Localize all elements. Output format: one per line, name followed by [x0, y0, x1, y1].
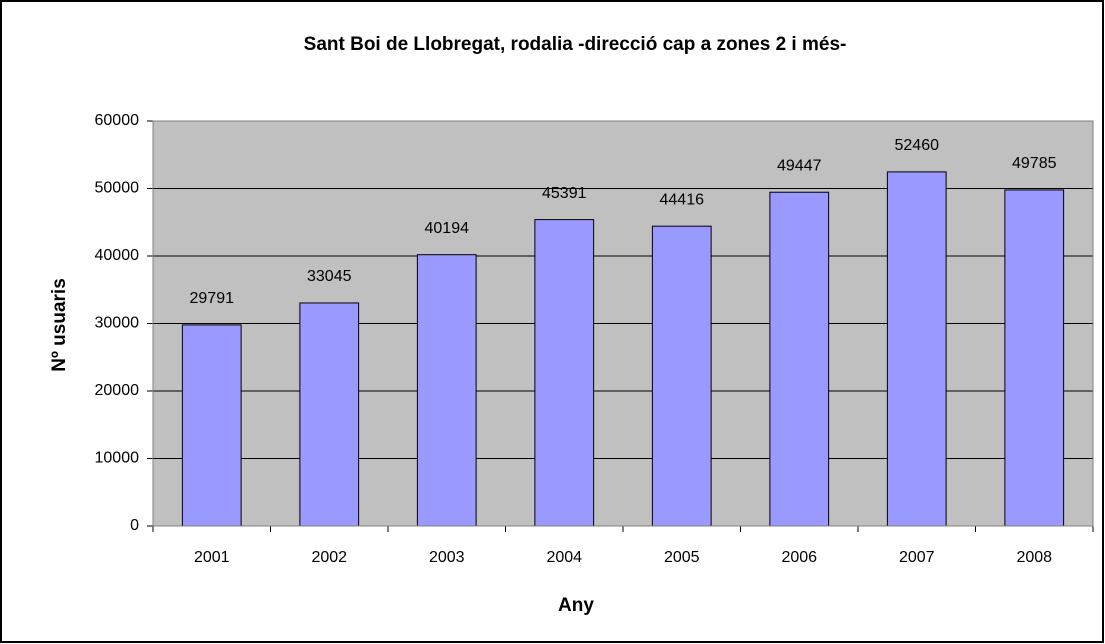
x-tick-label: 2004: [546, 549, 582, 566]
x-tick-label: 2008: [1016, 549, 1052, 566]
x-tick-label: 2001: [194, 549, 230, 566]
data-label: 49447: [777, 157, 822, 174]
y-tick-label: 40000: [95, 247, 140, 264]
bar: [651, 225, 712, 527]
y-tick-label: 10000: [95, 450, 140, 467]
y-tick-label: 50000: [95, 180, 140, 197]
data-label: 52460: [895, 137, 940, 154]
x-tick-label: 2005: [664, 549, 700, 566]
bar: [769, 191, 830, 527]
bar: [416, 254, 477, 527]
bar: [1004, 189, 1065, 527]
data-label: 40194: [425, 220, 470, 237]
x-tick-label: 2003: [429, 549, 465, 566]
plot-border: [152, 120, 1094, 527]
x-tick-label: 2002: [311, 549, 347, 566]
y-tick-label: 20000: [95, 382, 140, 399]
data-label: 29791: [190, 290, 235, 307]
bar: [181, 324, 242, 527]
chart-title: Sant Boi de Llobregat, rodalia -direcció…: [304, 34, 847, 55]
y-tick-label: 0: [130, 517, 139, 534]
x-tick-label: 2007: [899, 549, 935, 566]
y-tick-label: 60000: [95, 112, 140, 129]
bar: [534, 219, 595, 527]
x-tick-label: 2006: [781, 549, 817, 566]
y-axis-label: Nº usuaris: [49, 278, 70, 372]
data-label: 45391: [542, 185, 587, 202]
x-axis-label: Any: [558, 595, 594, 616]
data-label: 33045: [307, 268, 352, 285]
data-label: 49785: [1012, 155, 1057, 172]
data-label: 44416: [660, 191, 705, 208]
bar: [886, 171, 947, 527]
bar: [299, 302, 360, 527]
y-tick-label: 30000: [95, 315, 140, 332]
